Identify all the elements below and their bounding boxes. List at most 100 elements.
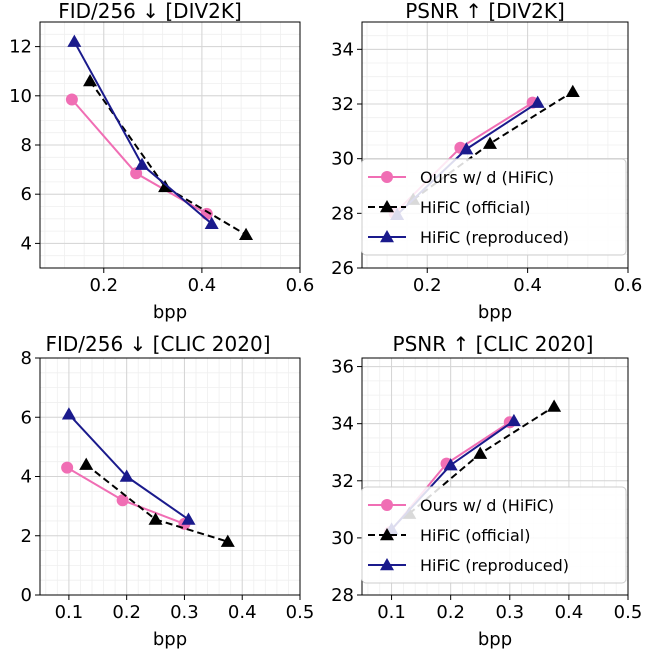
- data-point: [181, 512, 196, 525]
- x-tick-label: 0.6: [286, 275, 315, 296]
- series-2: [79, 457, 235, 547]
- x-tick-label: 0.2: [89, 275, 118, 296]
- y-tick-label: 12: [9, 37, 32, 58]
- y-tick-label: 8: [21, 135, 32, 156]
- legend-label: HiFiC (reproduced): [420, 228, 569, 247]
- series-line: [71, 98, 208, 215]
- legend: Ours w/ d (HiFiC) HiFiC (official) HiFiC (…: [361, 158, 627, 256]
- chart-title: FID/256 ↓ [DIV2K]: [58, 0, 242, 23]
- data-point: [506, 413, 521, 427]
- data-point: [130, 167, 143, 180]
- data-point: [204, 216, 219, 229]
- axes-frame: [361, 21, 629, 269]
- y-tick-label: 4: [21, 233, 32, 254]
- y-tick-label: 32: [331, 94, 354, 115]
- chart-panel-4: 0.1 0.2 0.3 0.4 0.5 28 30 32 34 36 PSNR ↑ [CLIC 20…: [331, 332, 642, 650]
- legend-swatch-marker: [380, 230, 394, 243]
- data-point: [530, 95, 545, 108]
- x-tick-label: 0.4: [228, 602, 257, 623]
- data-point: [148, 512, 163, 525]
- x-tick-label: 0.5: [286, 602, 315, 623]
- series-line: [89, 80, 247, 236]
- series-2: [83, 74, 254, 241]
- data-point: [473, 446, 488, 459]
- data-point: [67, 34, 82, 47]
- legend-box: [361, 158, 627, 256]
- data-point: [119, 469, 134, 482]
- x-tick-label: 0.3: [170, 602, 199, 623]
- x-axis-label: bpp: [153, 302, 187, 323]
- y-tick-label: 28: [331, 585, 354, 606]
- data-point: [65, 93, 78, 106]
- series-3: [67, 34, 219, 229]
- x-tick-label: 0.1: [55, 602, 84, 623]
- y-tick-label: 10: [9, 86, 32, 107]
- series-line: [412, 90, 574, 201]
- x-tick-label: 0.5: [614, 602, 643, 623]
- data-point: [220, 534, 235, 547]
- y-tick-label: 28: [331, 203, 354, 224]
- legend-label: HiFiC (reproduced): [420, 556, 569, 575]
- x-tick-label: 0.4: [513, 275, 542, 296]
- y-tick-label: 8: [21, 348, 32, 369]
- data-point: [443, 458, 458, 471]
- y-tick-label: 36: [331, 357, 354, 378]
- x-tick-label: 0.3: [495, 602, 524, 623]
- legend: Ours w/ d (HiFiC) HiFiC (official) HiFiC (…: [361, 486, 627, 584]
- legend-swatch-marker: [380, 200, 394, 213]
- chart-title: PSNR ↑ [CLIC 2020]: [393, 332, 594, 356]
- legend-item: HiFiC (official): [368, 198, 530, 217]
- data-point: [547, 399, 562, 412]
- x-tick-label: 0.2: [436, 602, 465, 623]
- legend-box: [361, 486, 627, 584]
- legend-swatch-marker: [380, 558, 394, 571]
- data-point: [239, 227, 254, 241]
- data-point: [116, 494, 129, 507]
- chart-panel-3: 0.1 0.2 0.3 0.4 0.5 0 2 4 6 8 FID/256 ↓ [CLIC 2020…: [21, 332, 315, 650]
- legend-swatch-marker: [381, 499, 393, 511]
- y-tick-label: 0: [21, 585, 32, 606]
- legend-item: HiFiC (reproduced): [368, 556, 569, 575]
- legend-label: HiFiC (official): [420, 526, 530, 545]
- data-point: [79, 457, 94, 470]
- y-tick-label: 6: [21, 184, 32, 205]
- x-axis-label: bpp: [478, 302, 512, 323]
- x-axis-label: bpp: [153, 629, 187, 650]
- y-tick-label: 34: [331, 39, 354, 60]
- chart-title: PSNR ↑ [DIV2K]: [405, 0, 565, 23]
- data-point: [565, 84, 580, 97]
- y-tick-label: 6: [21, 407, 32, 428]
- x-tick-label: 0.1: [377, 602, 406, 623]
- legend-swatch-marker: [381, 171, 393, 183]
- y-tick-label: 32: [331, 471, 354, 492]
- data-point: [482, 136, 497, 149]
- x-tick-label: 0.6: [614, 275, 643, 296]
- x-tick-label: 0.2: [413, 275, 442, 296]
- chart-title: FID/256 ↓ [CLIC 2020]: [45, 332, 270, 356]
- legend-item: HiFiC (official): [368, 526, 530, 545]
- data-point: [61, 461, 74, 474]
- data-point: [135, 157, 150, 170]
- series-1: [61, 461, 191, 530]
- data-point: [158, 179, 173, 193]
- y-tick-label: 34: [331, 414, 354, 435]
- x-tick-label: 0.4: [555, 602, 584, 623]
- x-axis-label: bpp: [478, 629, 512, 650]
- y-tick-label: 30: [331, 149, 354, 170]
- x-tick-label: 0.2: [112, 602, 141, 623]
- y-tick-label: 30: [331, 528, 354, 549]
- legend-item: Ours w/ d (HiFiC): [368, 168, 554, 187]
- axes-frame: [361, 357, 629, 596]
- legend-label: HiFiC (official): [420, 198, 530, 217]
- legend-label: Ours w/ d (HiFiC): [420, 168, 554, 187]
- x-tick-label: 0.4: [188, 275, 217, 296]
- data-point: [459, 142, 474, 155]
- chart-panel-2: 0.2 0.4 0.6 26 28 30 32 34 PSNR ↑ [DIV2K] bpp Ours…: [331, 0, 642, 323]
- series-3: [61, 407, 196, 525]
- legend-swatch-marker: [380, 528, 394, 541]
- chart-panel-1: 0.2 0.4 0.6 4 6 8 10 12 FID/256 ↓ [DIV2K] bpp: [9, 0, 314, 323]
- legend-label: Ours w/ d (HiFiC): [420, 496, 554, 515]
- y-tick-label: 26: [331, 258, 354, 279]
- legend-item: HiFiC (reproduced): [368, 228, 569, 247]
